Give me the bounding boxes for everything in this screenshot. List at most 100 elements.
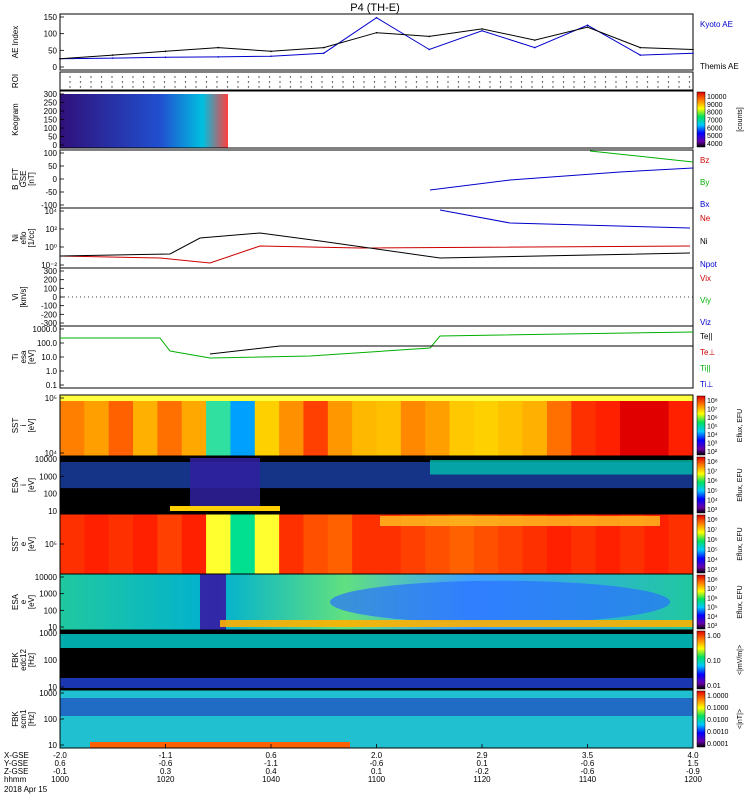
roi-dot bbox=[69, 86, 71, 88]
sst-ion-column bbox=[571, 395, 597, 456]
te-trace bbox=[209, 345, 693, 355]
roi-dot bbox=[646, 81, 649, 83]
y-tick-label: 150 bbox=[44, 13, 58, 22]
x-tick-label: 2.0 bbox=[371, 751, 383, 760]
y-axis-label: [1/cc] bbox=[27, 228, 36, 247]
sst-ion-column bbox=[522, 395, 548, 456]
colorbar-unit: <|nT|> bbox=[737, 709, 744, 729]
colorbar-label: 10³ bbox=[707, 567, 718, 574]
roi-dot bbox=[394, 76, 397, 78]
colorbar-label: 10⁶ bbox=[707, 537, 718, 544]
ae-data-point bbox=[481, 30, 483, 32]
x-tick-label: 1100 bbox=[368, 775, 386, 784]
sst-ion-column bbox=[449, 395, 475, 456]
roi-dot bbox=[520, 86, 523, 88]
y-tick-label: 300 bbox=[44, 267, 58, 276]
sst-electron-column bbox=[108, 514, 134, 574]
colorbar-label: 5000 bbox=[707, 133, 723, 140]
y-axis-label: e bbox=[19, 599, 28, 604]
roi-dot bbox=[331, 86, 334, 88]
sst-electron-column bbox=[327, 514, 353, 574]
colorbar-unit: Eflux, EFU bbox=[737, 585, 744, 618]
roi-dot bbox=[426, 86, 428, 88]
roi-dot bbox=[678, 76, 680, 78]
roi-dot bbox=[604, 81, 607, 83]
roi-dot bbox=[657, 86, 659, 88]
ae-data-point bbox=[111, 57, 114, 59]
roi-dot bbox=[331, 81, 334, 83]
roi-dot bbox=[279, 76, 281, 78]
x-tick-label: 0.4 bbox=[265, 767, 277, 776]
x-tick-label: 2.9 bbox=[476, 751, 488, 760]
roi-dot bbox=[541, 86, 544, 88]
roi-dot bbox=[499, 86, 502, 88]
ae-data-point bbox=[270, 55, 272, 57]
x-tick-label: -0.6 bbox=[370, 759, 384, 768]
x-tick-label: 0.1 bbox=[371, 767, 383, 776]
colorbar-label: 0.0100 bbox=[707, 717, 729, 724]
colorbar-label: 10⁶ bbox=[707, 595, 718, 602]
sst-ion-column bbox=[60, 395, 85, 456]
keogram-image bbox=[60, 94, 228, 148]
roi-dot bbox=[594, 81, 596, 83]
roi-dot bbox=[321, 81, 323, 83]
y-tick-label: 100 bbox=[44, 149, 58, 158]
roi-dot bbox=[121, 81, 124, 83]
ae-data-point bbox=[692, 48, 694, 51]
y-axis-label: GSE bbox=[19, 171, 28, 188]
roi-dot bbox=[247, 81, 250, 83]
roi-dot bbox=[478, 76, 481, 78]
roi-dot bbox=[562, 76, 565, 78]
sst-ion-column bbox=[327, 395, 353, 456]
y-tick-label: 10 bbox=[48, 507, 57, 516]
colorbar-label: 4000 bbox=[707, 141, 723, 148]
colorbar-label: 6000 bbox=[707, 125, 723, 132]
sst-ion-column bbox=[230, 395, 256, 456]
sst-ion-column bbox=[473, 395, 499, 456]
x-tick-label: 4.0 bbox=[687, 751, 699, 760]
ae-data-point bbox=[217, 46, 220, 49]
sst-ion-column bbox=[279, 395, 304, 456]
roi-dot bbox=[121, 76, 124, 78]
roi-dot bbox=[615, 86, 617, 88]
roi-dot bbox=[625, 76, 628, 78]
roi-dot bbox=[342, 86, 344, 88]
roi-dot bbox=[174, 76, 176, 78]
colorbar-label: 7000 bbox=[707, 118, 723, 125]
y-axis-label: eflo bbox=[19, 231, 28, 244]
panel-1: ROI bbox=[11, 71, 694, 91]
roi-dot bbox=[216, 86, 218, 88]
y-tick-label: 1000 bbox=[39, 590, 57, 599]
colorbar bbox=[696, 514, 706, 574]
x-tick-label: 0.1 bbox=[476, 759, 488, 768]
esa-ion-band-high bbox=[430, 460, 693, 475]
panel-8: ESA i [eV] 10000 1000 100 10 10⁸ 10⁷ 10⁶ 10⁵ 10⁴ 10³… bbox=[11, 455, 744, 516]
roi-dot bbox=[426, 81, 428, 83]
x-tick-label: -2.0 bbox=[53, 751, 67, 760]
sst-electron-column bbox=[157, 514, 183, 574]
panel-6: Ti esa [eV] 1000.0 100.0 10.0 1.0 0.1 Te|| Te⊥ Ti|… bbox=[11, 325, 715, 390]
roi-dot bbox=[510, 81, 512, 83]
roi-dot bbox=[667, 76, 670, 78]
colorbar bbox=[696, 630, 706, 690]
y-tick-label: 50 bbox=[48, 162, 57, 171]
roi-dot bbox=[69, 81, 71, 83]
fbk-edc12-band-top bbox=[60, 634, 693, 648]
colorbar-label: 10⁴ bbox=[707, 497, 718, 504]
roi-dot bbox=[310, 86, 313, 88]
roi-dot bbox=[594, 76, 596, 78]
y-axis-label: FBK bbox=[11, 652, 20, 668]
y-tick-label: 0 bbox=[53, 175, 58, 184]
colorbar-label: 10⁸ bbox=[707, 577, 718, 584]
y-tick-label: 1000 bbox=[39, 689, 57, 698]
roi-dot bbox=[436, 86, 439, 88]
colorbar bbox=[696, 456, 706, 514]
legend-label: By bbox=[700, 178, 709, 187]
ae-data-point bbox=[639, 54, 642, 56]
roi-dot bbox=[541, 81, 544, 83]
esa-ion-burst bbox=[190, 458, 260, 508]
panel-frame bbox=[59, 71, 694, 91]
y-tick-label: 200 bbox=[44, 107, 58, 116]
roi-dot bbox=[174, 86, 176, 88]
